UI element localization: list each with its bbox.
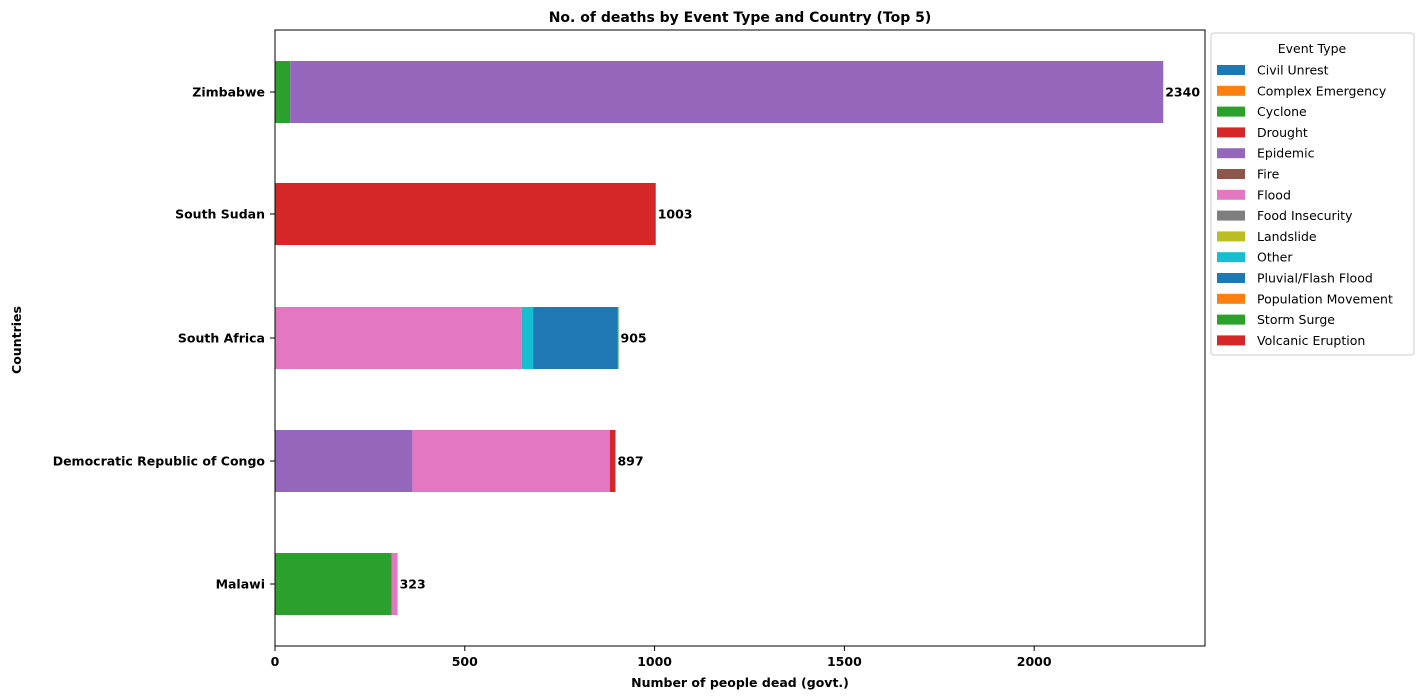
y-tick-label-democratic-republic-of-congo: Democratic Republic of Congo — [53, 454, 266, 469]
legend-swatch-fire — [1217, 169, 1245, 179]
bar-segment-zimbabwe-epidemic — [290, 61, 1164, 123]
chart-title: No. of deaths by Event Type and Country … — [549, 10, 932, 26]
bar-segment-malawi-flood — [391, 553, 398, 615]
legend-title: Event Type — [1278, 41, 1347, 56]
legend-swatch-flood — [1217, 189, 1245, 200]
bar-segment-democratic-republic-of-congo-epidemic — [275, 430, 413, 492]
bar-segment-democratic-republic-of-congo-volcanic-eruption — [609, 430, 616, 492]
legend-swatch-civil-unrest — [1217, 65, 1245, 75]
x-tick-label-0: 0 — [271, 654, 280, 669]
legend-label-cyclone: Cyclone — [1257, 104, 1307, 119]
legend-label-pluvial-flash-flood: Pluvial/Flash Flood — [1257, 271, 1373, 286]
legend-label-food-insecurity: Food Insecurity — [1257, 208, 1353, 223]
legend-label-fire: Fire — [1257, 167, 1280, 182]
bar-segment-south-africa-storm-surge — [617, 307, 619, 369]
legend-swatch-volcanic-eruption — [1217, 335, 1245, 346]
legend-swatch-storm-surge — [1217, 314, 1245, 325]
legend-label-population-movement: Population Movement — [1257, 291, 1393, 306]
legend-frame — [1210, 32, 1415, 356]
bar-total-label-malawi: 323 — [400, 577, 426, 592]
bar-segment-zimbabwe-cyclone — [275, 61, 291, 123]
bar-total-label-south-africa: 905 — [621, 331, 647, 346]
legend-label-storm-surge: Storm Surge — [1257, 312, 1335, 327]
legend-swatch-cyclone — [1217, 106, 1245, 117]
x-tick-label-1500: 1500 — [827, 654, 862, 669]
legend-swatch-complex-emergency — [1217, 85, 1245, 96]
legend-label-flood: Flood — [1257, 187, 1291, 202]
plot-frame — [274, 29, 1206, 647]
x-axis-label: Number of people dead (govt.) — [631, 675, 849, 690]
bar-total-label-democratic-republic-of-congo: 897 — [617, 454, 643, 469]
x-tick-label-500: 500 — [452, 654, 478, 669]
legend-swatch-other — [1217, 252, 1245, 263]
legend-label-complex-emergency: Complex Emergency — [1257, 83, 1387, 98]
legend-swatch-pluvial-flash-flood — [1217, 273, 1245, 283]
bar-total-label-south-sudan: 1003 — [658, 207, 693, 222]
bar-segment-malawi-cyclone — [275, 553, 392, 615]
legend-label-volcanic-eruption: Volcanic Eruption — [1257, 333, 1365, 348]
x-tick-label-1000: 1000 — [637, 654, 672, 669]
legend-swatch-food-insecurity — [1217, 210, 1245, 221]
y-tick-label-zimbabwe: Zimbabwe — [192, 85, 265, 100]
y-tick-label-south-africa: South Africa — [178, 331, 265, 346]
bars-layer — [275, 61, 1164, 615]
labels-layer: 2340 1003 905 897 323 — [400, 85, 1201, 592]
axes-layer: Zimbabwe South Sudan South Africa Democrati… — [53, 29, 1206, 669]
bar-segment-democratic-republic-of-congo-flood — [412, 430, 610, 492]
legend-label-other: Other — [1257, 250, 1293, 265]
legend-label-civil-unrest: Civil Unrest — [1257, 63, 1329, 78]
legend-swatch-drought — [1217, 127, 1245, 138]
bar-segment-south-africa-pluvial-flash-flood — [533, 307, 618, 369]
legend-label-drought: Drought — [1257, 125, 1308, 140]
legend-swatch-epidemic — [1217, 148, 1245, 159]
bar-segment-south-sudan-drought — [275, 183, 656, 245]
y-tick-label-south-sudan: South Sudan — [175, 207, 265, 222]
bar-segment-south-africa-flood — [275, 307, 522, 369]
legend: Event Type Civil Unrest Complex Emergency… — [1210, 32, 1415, 356]
y-axis-label: Countries — [9, 306, 24, 374]
legend-label-landslide: Landslide — [1257, 229, 1317, 244]
y-tick-label-malawi: Malawi — [216, 577, 265, 592]
x-tick-label-2000: 2000 — [1017, 654, 1052, 669]
bar-segment-south-africa-other — [521, 307, 534, 369]
legend-label-epidemic: Epidemic — [1257, 146, 1315, 161]
legend-swatch-population-movement — [1217, 293, 1245, 304]
bar-total-label-zimbabwe: 2340 — [1165, 85, 1200, 100]
legend-swatch-landslide — [1217, 231, 1245, 242]
